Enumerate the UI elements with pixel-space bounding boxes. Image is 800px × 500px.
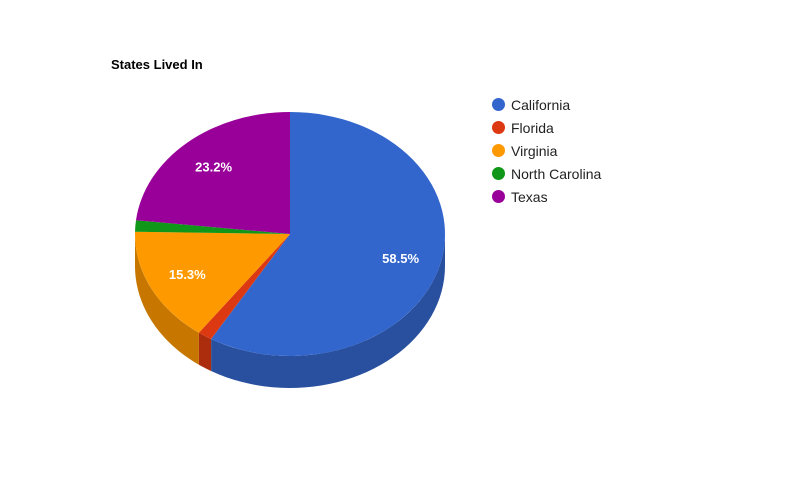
legend-label: California (511, 96, 571, 113)
legend-item-texas[interactable]: Texas (492, 185, 601, 208)
pie-slice-texas[interactable] (135, 112, 290, 234)
chart-title: States Lived In (111, 57, 203, 72)
slice-label-virginia: 15.3% (169, 267, 206, 282)
legend-item-virginia[interactable]: Virginia (492, 139, 601, 162)
legend-label: Florida (511, 119, 554, 136)
legend-item-florida[interactable]: Florida (492, 116, 601, 139)
pie-side-california (211, 234, 445, 388)
legend-swatch-icon (492, 167, 505, 180)
pie-slice-north-carolina[interactable] (135, 220, 290, 234)
legend: California Florida Virginia North Carolina T… (492, 93, 601, 208)
pie-slice-florida[interactable] (198, 234, 290, 340)
legend-swatch-icon (492, 121, 505, 134)
slice-label-california: 58.5% (382, 251, 419, 266)
legend-item-north-carolina[interactable]: North Carolina (492, 162, 601, 185)
pie-side-virginia (135, 234, 199, 365)
pie-slice-virginia[interactable] (135, 231, 290, 333)
legend-label: Virginia (511, 142, 558, 159)
slice-label-texas: 23.2% (195, 160, 232, 175)
legend-label: North Carolina (511, 165, 602, 182)
legend-item-california[interactable]: California (492, 93, 601, 116)
legend-swatch-icon (492, 98, 505, 111)
pie-side-walls (135, 234, 445, 388)
legend-swatch-icon (492, 190, 505, 203)
legend-label: Texas (511, 188, 548, 205)
pie-slice-california[interactable] (211, 112, 446, 356)
legend-swatch-icon (492, 144, 505, 157)
pie-side-florida (198, 332, 212, 372)
pie-top-faces (135, 112, 446, 356)
